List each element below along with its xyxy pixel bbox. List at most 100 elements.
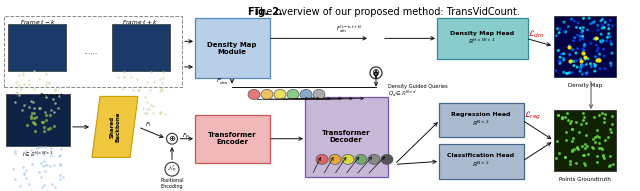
Point (599, 121, 609, 124)
Point (142, 108, 152, 111)
Point (154, 112, 164, 115)
Point (580, 58, 590, 61)
Point (600, 54, 610, 57)
Point (564, 162, 575, 165)
Point (581, 71, 591, 74)
Ellipse shape (261, 89, 273, 100)
Point (596, 19, 606, 22)
Point (597, 148, 607, 151)
Point (134, 88, 144, 91)
Point (573, 148, 583, 151)
Point (144, 107, 154, 110)
Point (145, 88, 156, 91)
Text: $F_p$: $F_p$ (182, 132, 190, 142)
Point (556, 61, 566, 64)
Point (563, 72, 573, 75)
Ellipse shape (355, 154, 367, 164)
Point (575, 27, 586, 30)
Point (119, 71, 129, 74)
Point (559, 21, 569, 24)
Point (577, 35, 588, 38)
Point (595, 53, 605, 56)
Point (572, 59, 582, 62)
Point (142, 80, 152, 83)
Point (42, 80, 52, 83)
Point (155, 89, 165, 92)
Point (573, 21, 583, 24)
Point (19, 104, 29, 107)
Point (28, 100, 38, 103)
Point (558, 57, 568, 60)
Point (607, 114, 617, 117)
Point (579, 49, 589, 52)
Point (54, 95, 64, 98)
Point (593, 154, 603, 157)
Ellipse shape (316, 154, 328, 164)
Point (22, 124, 32, 127)
Point (580, 163, 590, 167)
Point (27, 112, 37, 115)
Point (567, 128, 577, 131)
Point (50, 185, 60, 188)
Point (576, 64, 586, 67)
Point (584, 17, 595, 20)
Point (575, 70, 585, 73)
Point (600, 67, 610, 70)
Point (20, 168, 31, 171)
Point (590, 65, 600, 68)
Point (8, 189, 18, 191)
Circle shape (165, 162, 179, 176)
Point (596, 146, 606, 149)
Point (157, 88, 167, 91)
Text: $Frame\ t-k$: $Frame\ t-k$ (20, 18, 56, 26)
Point (598, 48, 609, 51)
Point (600, 139, 610, 142)
Point (55, 178, 65, 181)
Point (53, 107, 63, 110)
Point (38, 152, 49, 155)
Point (45, 147, 56, 150)
Point (116, 102, 126, 105)
Point (114, 103, 124, 106)
Point (39, 183, 49, 186)
Point (579, 154, 589, 157)
Point (593, 24, 603, 27)
Text: $F_I$: $F_I$ (145, 121, 152, 129)
Point (589, 70, 600, 73)
Point (580, 133, 591, 136)
Point (36, 120, 47, 123)
Point (147, 71, 157, 74)
Point (561, 130, 571, 133)
Point (157, 82, 167, 85)
Text: $\oplus$: $\oplus$ (168, 134, 176, 143)
Point (40, 145, 51, 148)
Point (148, 80, 159, 83)
Point (12, 90, 22, 93)
Point (594, 57, 604, 61)
Point (564, 122, 575, 125)
Point (140, 112, 150, 115)
Point (586, 22, 596, 25)
Ellipse shape (368, 154, 380, 164)
Point (569, 60, 579, 63)
Point (590, 136, 600, 139)
Text: Points Groundtruth: Points Groundtruth (559, 177, 611, 182)
Point (577, 153, 588, 156)
FancyBboxPatch shape (438, 103, 524, 137)
Point (49, 163, 59, 166)
Point (575, 66, 586, 69)
Point (38, 130, 49, 133)
Point (579, 161, 589, 164)
Point (594, 58, 604, 61)
Point (45, 113, 55, 117)
Point (36, 145, 46, 148)
Text: Shared
Backbone: Shared Backbone (109, 112, 120, 142)
Point (597, 111, 607, 114)
Point (599, 157, 609, 160)
Point (589, 116, 599, 119)
Point (19, 82, 29, 85)
Point (142, 100, 152, 104)
Point (578, 37, 588, 40)
Point (564, 44, 575, 47)
Point (29, 70, 39, 73)
